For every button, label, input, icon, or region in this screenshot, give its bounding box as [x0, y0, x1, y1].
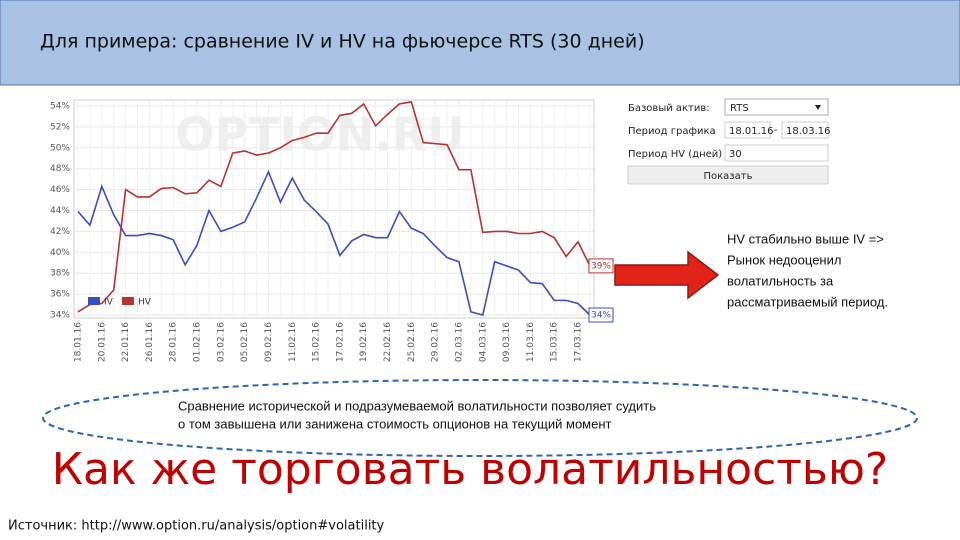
x-tick-label: 20.01.16	[97, 322, 107, 362]
x-tick-label: 22.01.16	[121, 322, 131, 362]
arrow	[614, 250, 720, 300]
end-label: 39%	[591, 261, 611, 271]
note-line: HV стабильно выше IV =>	[727, 231, 884, 246]
hv-input[interactable]	[724, 144, 829, 162]
y-tick-label: 46%	[50, 185, 70, 195]
end-label: 34%	[591, 311, 611, 321]
y-tick-label: 34%	[50, 311, 70, 321]
x-tick-label: 29.02.16	[431, 322, 441, 362]
date-input[interactable]	[781, 121, 829, 139]
y-tick-label: 44%	[50, 206, 70, 216]
date-input[interactable]	[724, 121, 771, 139]
x-tick-label: 17.02.16	[335, 322, 345, 362]
input-value: 18.01.16	[729, 126, 774, 137]
series-line	[77, 100, 591, 313]
form-label: Базовый актив:	[628, 103, 710, 114]
y-tick-label: 40%	[50, 248, 70, 258]
x-tick-label: 25.02.16	[407, 322, 417, 362]
x-tick-label: 09.03.16	[502, 322, 512, 362]
series-line	[77, 169, 591, 316]
select[interactable]	[724, 98, 829, 116]
legend-swatch	[122, 297, 134, 305]
x-tick-label: 09.02.16	[264, 322, 274, 362]
form: Базовый актив: RTS Период графика 18.01.…	[627, 98, 831, 185]
dashed-ellipse	[42, 379, 918, 457]
x-tick-label: 03.02.16	[216, 322, 226, 362]
x-tick-label: 04.03.16	[478, 322, 488, 362]
y-tick-label: 50%	[50, 143, 70, 153]
x-tick-label: 11.02.16	[288, 322, 298, 362]
end-label-box	[588, 307, 614, 323]
y-tick-label: 42%	[50, 227, 70, 237]
ellipse-line: о том завышена или занижена стоимость оп…	[178, 416, 612, 431]
show-button[interactable]	[627, 165, 829, 185]
x-tick-label: 26.01.16	[145, 322, 155, 362]
separator: -	[774, 125, 778, 136]
title-band	[0, 0, 960, 86]
note-line: волатильность за	[727, 273, 834, 288]
end-label-box	[588, 258, 614, 274]
slide-title: Для примера: сравнение IV и HV на фьючер…	[40, 31, 645, 53]
x-tick-label: 19.02.16	[359, 322, 369, 362]
y-tick-label: 36%	[50, 290, 70, 300]
form-label: Период HV (дней)	[628, 149, 722, 160]
x-tick-label: 11.03.16	[526, 322, 536, 362]
y-tick-label: 54%	[50, 102, 70, 112]
select-value: RTS	[730, 103, 749, 114]
y-tick-label: 48%	[50, 164, 70, 174]
source: Источник: http://www.option.ru/analysis/…	[8, 519, 385, 534]
legend-swatch	[88, 297, 100, 305]
x-tick-label: 15.03.16	[550, 322, 560, 362]
form-label: Период графика	[628, 126, 716, 137]
y-tick-label: 38%	[50, 269, 70, 279]
plot-area	[73, 99, 595, 319]
select-arrow	[815, 105, 821, 110]
note-line: Рынок недооценил	[727, 252, 841, 267]
x-tick-label: 22.02.16	[383, 322, 393, 362]
x-tick-label: 02.03.16	[454, 322, 464, 362]
button-label: Показать	[704, 171, 753, 182]
note-line: рассматриваемый период.	[727, 294, 888, 309]
input-value: 30	[729, 149, 742, 160]
x-tick-label: 01.02.16	[193, 322, 203, 362]
x-tick-label: 15.02.16	[312, 322, 322, 362]
input-value: 18.03.16	[786, 126, 831, 137]
legend-label: HV	[138, 298, 152, 308]
x-tick-label: 28.01.16	[169, 322, 179, 362]
heading: Как же торговать волатильностью?	[52, 444, 888, 495]
ellipse-line: Сравнение исторической и подразумеваемой…	[178, 398, 656, 413]
x-tick-label: 18.01.16	[74, 322, 84, 362]
x-tick-label: 05.02.16	[240, 322, 250, 362]
legend-label: IV	[104, 298, 114, 308]
x-tick-label: 17.03.16	[574, 322, 584, 362]
y-tick-label: 52%	[50, 122, 70, 132]
